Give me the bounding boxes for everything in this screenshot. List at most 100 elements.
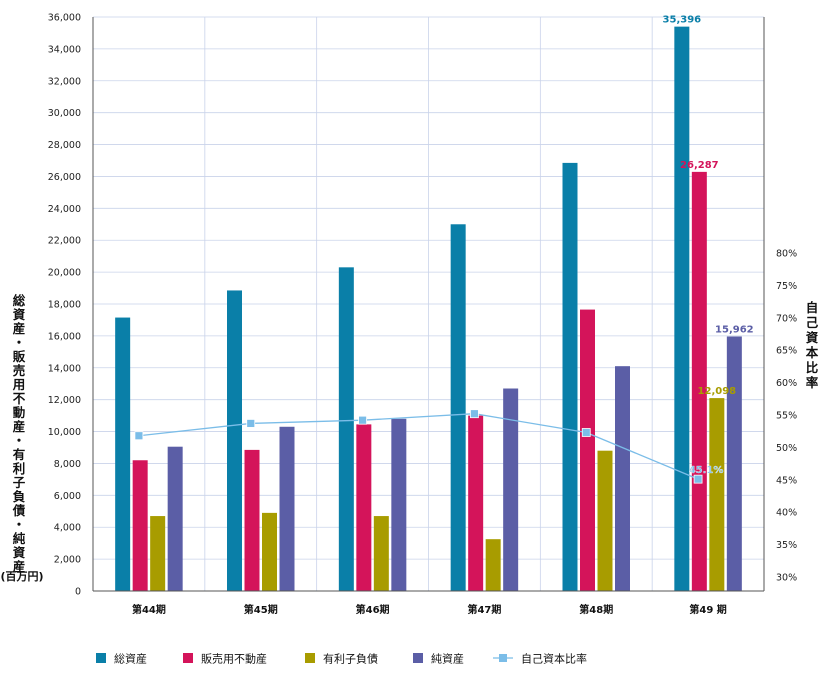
bar — [450, 224, 466, 591]
legend-label: 総資産 — [114, 652, 147, 666]
y2-tick-label: 80% — [776, 249, 797, 260]
x-tick-label: 第48期 — [579, 603, 613, 616]
y2-axis-title-char: 率 — [806, 375, 819, 390]
y2-tick-label: 50% — [776, 443, 797, 454]
y-tick-label: 0 — [75, 587, 81, 598]
y-axis-title-char: 用 — [12, 377, 26, 392]
y2-tick-label: 35% — [776, 540, 797, 551]
ratio-point — [134, 431, 144, 441]
y-axis-title-char: 債 — [12, 503, 26, 518]
y-axis-title-char: 産 — [13, 559, 26, 574]
bar — [615, 366, 630, 591]
bar — [244, 449, 260, 591]
legend-swatch — [96, 653, 106, 663]
y-tick-label: 34,000 — [48, 44, 81, 55]
y-axis-title-char: 動 — [13, 405, 26, 420]
legend-label: 有利子負債 — [323, 652, 378, 666]
y2-axis-title-char: 比 — [806, 360, 819, 375]
bar — [373, 516, 389, 591]
y-tick-label: 30,000 — [48, 108, 81, 119]
y-axis-title-char: ・ — [13, 335, 26, 350]
bar — [674, 26, 690, 592]
y2-tick-label: 40% — [776, 508, 797, 519]
axes: 0 2,000 4,000 6,000 8,000 10,000 12,000 14,000 1… — [0, 13, 818, 617]
data-labels: 35,396 26,287 12,098 15,962 45.1% — [663, 15, 754, 477]
data-label: 15,962 — [715, 324, 754, 335]
bar — [391, 418, 407, 591]
y-axis-title-char: 販 — [13, 349, 26, 364]
y-tick-label: 8,000 — [54, 459, 81, 470]
ratio-point — [470, 409, 479, 419]
y-axis-title-char: 利 — [13, 461, 26, 476]
bar — [580, 309, 595, 591]
y-tick-label: 18,000 — [48, 300, 81, 311]
bar — [279, 426, 295, 591]
bar — [356, 424, 372, 591]
y-axis-title-char: 産 — [13, 419, 26, 434]
y-axis-title-char: 純 — [13, 531, 26, 546]
y-tick-label: 24,000 — [48, 204, 81, 215]
y2-tick-label: 75% — [776, 281, 797, 292]
y-tick-label: 12,000 — [48, 395, 81, 406]
bar — [597, 450, 613, 591]
bar — [468, 415, 484, 591]
legend-swatch — [413, 653, 423, 663]
legend-label: 販売用不動産 — [201, 652, 267, 666]
bar — [115, 317, 131, 591]
legend-label: 自己資本比率 — [521, 652, 587, 666]
legend-marker-swatch — [499, 654, 507, 662]
bar — [227, 290, 242, 591]
y-tick-label: 4,000 — [54, 523, 81, 534]
y-tick-label: 16,000 — [48, 331, 81, 342]
y-axis-title-char: 資 — [13, 307, 26, 322]
bar — [562, 162, 578, 591]
y-axis-title-char: 不 — [13, 391, 26, 406]
y2-axis-title-char: 本 — [806, 345, 819, 360]
y-axis-title-char: 売 — [13, 363, 26, 378]
y-axis-title-char: 有 — [13, 447, 26, 462]
y-tick-label: 28,000 — [48, 140, 81, 151]
y-axis-title-char: ・ — [13, 433, 26, 448]
grid — [93, 16, 764, 592]
y-axis-title-char: 資 — [13, 545, 26, 560]
ratio-line — [134, 409, 703, 484]
bar — [485, 539, 501, 591]
x-tick-label: 第46期 — [356, 603, 390, 616]
bar — [709, 398, 725, 591]
y2-tick-label: 65% — [776, 346, 797, 357]
y-tick-label: 20,000 — [48, 268, 81, 279]
y-tick-label: 22,000 — [48, 236, 81, 247]
y-axis-title-char: 産 — [13, 321, 26, 336]
y-axis-title-char: 負 — [13, 489, 26, 504]
ratio-point — [358, 415, 367, 425]
data-label: 12,098 — [698, 386, 737, 397]
ratio-point — [246, 419, 256, 428]
bar — [262, 512, 277, 591]
y-axis-title-char: ・ — [13, 517, 26, 532]
ratio-polyline — [138, 413, 699, 480]
data-label: 26,287 — [680, 160, 719, 171]
y-tick-label: 32,000 — [48, 76, 81, 87]
y2-axis-title-char: 自 — [806, 300, 819, 315]
data-label: 35,396 — [663, 15, 702, 26]
bar — [132, 460, 148, 591]
y2-tick-label: 55% — [776, 411, 797, 422]
legend-swatch — [183, 653, 193, 663]
bar — [167, 446, 183, 591]
y-tick-label: 6,000 — [54, 491, 81, 502]
y-tick-label: 2,000 — [54, 555, 81, 566]
y-tick-label: 10,000 — [48, 427, 81, 438]
bar — [150, 516, 166, 591]
legend: 総資産 販売用不動産 有利子負債 純資産 自己資本比率 — [96, 652, 587, 666]
x-tick-label: 第45期 — [244, 603, 278, 616]
y2-tick-label: 70% — [776, 313, 797, 324]
bar — [691, 171, 707, 591]
legend-swatch — [305, 653, 315, 663]
y-axis-title-char: 総 — [13, 293, 26, 308]
bar — [338, 267, 354, 591]
x-tick-label: 第47期 — [467, 603, 501, 616]
ratio-point — [581, 428, 591, 437]
y-axis-unit: (百万円) — [0, 570, 43, 583]
